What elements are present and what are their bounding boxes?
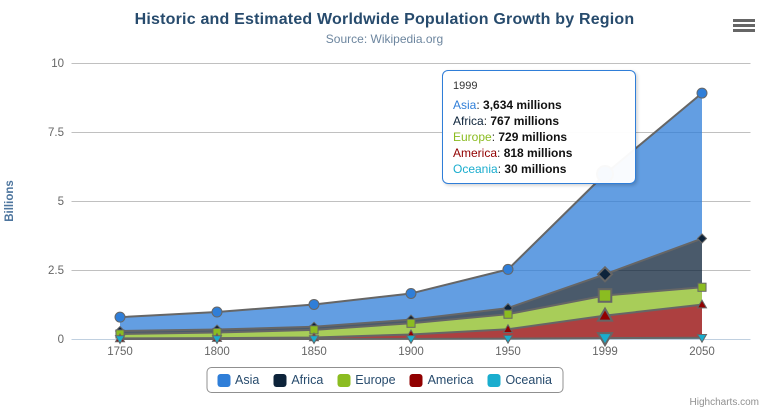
menu-bar-icon [733, 24, 755, 27]
tooltip-series-value: 30 millions [504, 162, 567, 176]
menu-bar-icon [733, 29, 755, 32]
chart-title: Historic and Estimated Worldwide Populat… [134, 11, 635, 28]
x-tick-label: 1900 [398, 346, 424, 358]
legend-item-asia[interactable]: Asia [217, 373, 259, 387]
x-tick-label: 1950 [495, 346, 521, 358]
point-marker-asia-1900[interactable] [405, 287, 417, 299]
y-tick-label: 0 [58, 334, 64, 346]
tooltip-header: 1999 [453, 80, 478, 92]
tooltip-rows: Asia: 3,634 millions Africa: 767 millions… [453, 97, 625, 177]
legend-item-oceania[interactable]: Oceania [487, 373, 552, 387]
tooltip-row: Oceania: 30 millions [453, 162, 567, 176]
legend-label: Europe [355, 373, 396, 387]
tooltip-series-value: 818 millions [503, 146, 573, 160]
y-tick-label: 7.5 [48, 127, 64, 139]
legend-swatch-icon [273, 373, 287, 387]
tooltip-series-name: Europe [453, 130, 492, 144]
point-marker-asia-1850[interactable] [308, 298, 320, 310]
tooltip-row: Africa: 767 millions [453, 114, 560, 128]
y-axis-title: Billions [4, 180, 16, 222]
point-marker-oceania-1900[interactable] [405, 335, 417, 345]
tooltip-series-name: Africa [453, 114, 484, 128]
point-marker-oceania-1999[interactable] [596, 332, 614, 348]
y-tick-label: 5 [58, 196, 64, 208]
point-marker-europe-1900[interactable] [406, 318, 416, 328]
area-band-america[interactable] [120, 304, 702, 339]
legend-item-america[interactable]: America [409, 373, 474, 387]
legend-item-africa[interactable]: Africa [273, 373, 323, 387]
y-tick-label: 10 [51, 58, 64, 70]
x-tick-label: 1850 [301, 346, 327, 358]
tooltip-row: Asia: 3,634 millions [453, 98, 562, 112]
tooltip-row: Europe: 729 millions [453, 130, 568, 144]
x-tick-label: 1999 [592, 346, 618, 358]
credits-link[interactable]: Highcharts.com [689, 397, 759, 408]
point-marker-africa-2050[interactable] [696, 233, 708, 244]
legend-swatch-icon [217, 373, 230, 387]
x-tick-label: 2050 [689, 346, 715, 358]
point-marker-europe-1950[interactable] [503, 309, 513, 319]
y-tick-label: 2.5 [48, 265, 64, 277]
tooltip-series-name: Oceania [453, 162, 498, 176]
legend-label: Oceania [505, 373, 552, 387]
point-marker-america-2050[interactable] [696, 299, 708, 309]
point-marker-oceania-1800[interactable] [211, 335, 223, 345]
point-marker-america-1999[interactable] [596, 306, 614, 322]
point-marker-oceania-1950[interactable] [502, 334, 514, 345]
point-marker-asia-1950[interactable] [502, 263, 514, 275]
x-tick-label: 1750 [107, 346, 133, 358]
legend-label: America [427, 373, 474, 387]
export-menu-button[interactable] [732, 16, 756, 35]
tooltip-row: America: 818 millions [453, 146, 573, 160]
tooltip-series-name: America [453, 146, 498, 160]
tooltip-series-value: 767 millions [490, 114, 560, 128]
point-marker-africa-1999[interactable] [596, 265, 614, 283]
legend-swatch-icon [337, 373, 351, 387]
x-tick-label: 1800 [204, 346, 230, 358]
point-marker-oceania-1850[interactable] [308, 335, 320, 345]
point-marker-asia-2050[interactable] [696, 87, 708, 99]
point-marker-asia-1750[interactable] [114, 311, 126, 323]
point-marker-oceania-2050[interactable] [696, 333, 708, 344]
legend-swatch-icon [409, 373, 423, 387]
area-band-africa[interactable] [120, 238, 702, 334]
tooltip-series-name: Asia [453, 98, 477, 112]
tooltip-series-value: 3,634 millions [483, 98, 562, 112]
point-marker-europe-2050[interactable] [697, 282, 707, 292]
tooltip-series-value: 729 millions [498, 130, 568, 144]
tooltip: 1999 Asia: 3,634 millions Africa: 767 mil… [442, 70, 636, 184]
legend-swatch-icon [487, 373, 501, 387]
legend-label: Africa [291, 373, 324, 387]
legend-item-europe[interactable]: Europe [337, 373, 396, 387]
legend-label: Asia [235, 373, 260, 387]
point-marker-asia-1800[interactable] [211, 306, 223, 318]
point-marker-oceania-1750[interactable] [114, 335, 126, 345]
chart-subtitle: Source: Wikipedia.org [325, 32, 444, 46]
area-band-asia[interactable] [120, 93, 702, 332]
point-marker-america-1950[interactable] [502, 323, 514, 334]
menu-bar-icon [733, 19, 755, 22]
point-marker-europe-1999[interactable] [597, 288, 613, 303]
legend: Asia Africa Europe America Oceania [206, 367, 563, 393]
